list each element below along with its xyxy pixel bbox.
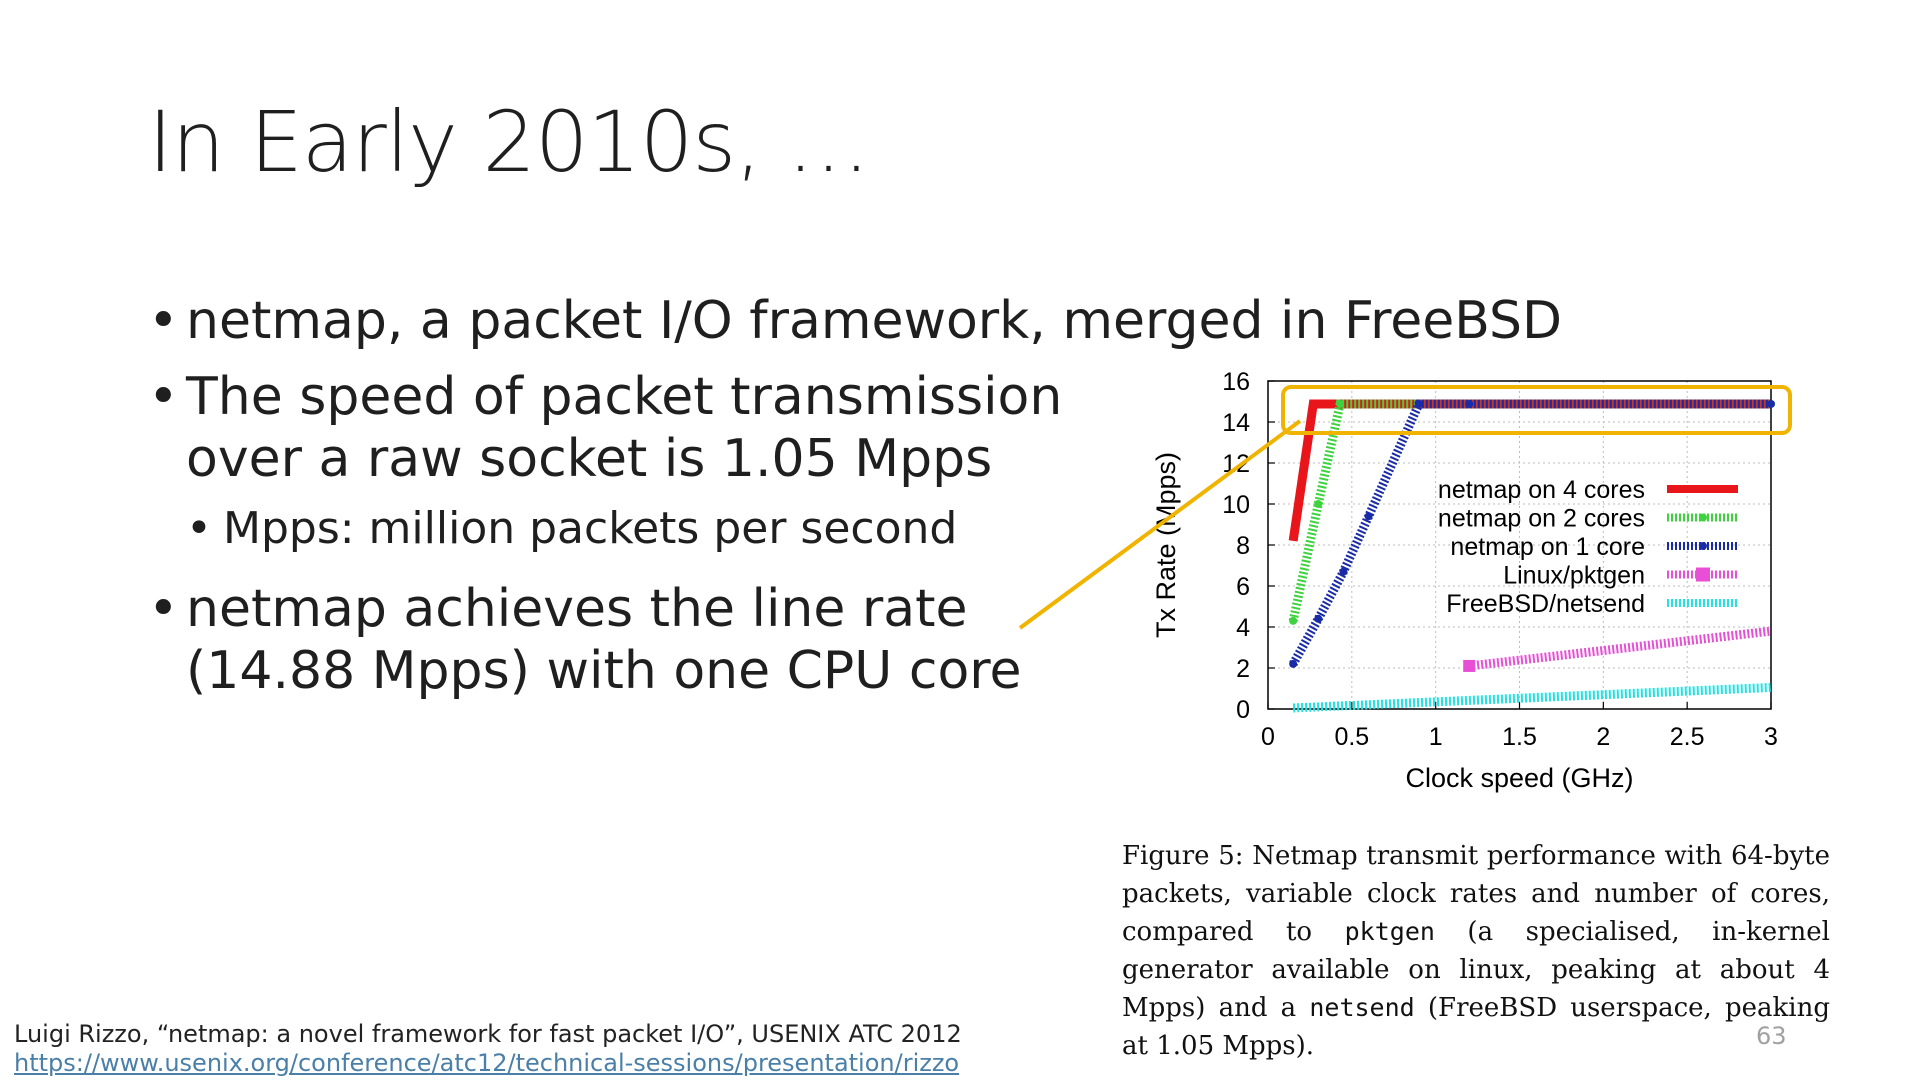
data-point	[1465, 399, 1474, 408]
x-tick-label: 1	[1429, 723, 1443, 751]
x-tick-label: 2	[1596, 723, 1610, 751]
figure-caption: Figure 5: Netmap transmit performance wi…	[1122, 838, 1830, 1065]
bullet-text-line2: (14.88 Mpps) with one CPU core	[186, 641, 1022, 701]
series-netmap-1-core	[1289, 399, 1775, 668]
x-tick-label: 2.5	[1670, 723, 1705, 751]
bullet-text-line1: netmap achieves the line rate	[186, 579, 968, 639]
data-point	[1289, 659, 1298, 668]
highlight-pointer	[1018, 419, 1302, 630]
legend-label: FreeBSD/netsend	[1446, 590, 1645, 618]
data-point	[1314, 500, 1323, 508]
data-point	[1289, 616, 1298, 625]
x-tick-label: 3	[1764, 723, 1778, 751]
legend-label: Linux/pktgen	[1503, 562, 1645, 590]
bullet-text-line1: The speed of packet transmission	[186, 367, 1063, 427]
y-axis-label: Tx Rate (Mpps)	[1151, 452, 1181, 638]
series-linux-pktgen	[1463, 626, 1772, 672]
y-tick-label: 4	[1236, 614, 1250, 642]
sub-bullet-mpps-definition: Mpps: million packets per second	[148, 502, 1148, 556]
data-point	[1339, 567, 1348, 576]
sub-bullet-text: Mpps: million packets per second	[223, 503, 958, 554]
citation: Luigi Rizzo, “netmap: a novel framework …	[14, 1020, 962, 1078]
legend-marker	[1699, 542, 1707, 550]
citation-text: Luigi Rizzo, “netmap: a novel framework …	[14, 1020, 962, 1048]
series-line	[1292, 682, 1772, 713]
legend-marker	[1696, 567, 1710, 582]
data-point	[1767, 399, 1775, 408]
x-axis-label: Clock speed (GHz)	[1405, 763, 1633, 793]
legend-label: netmap on 2 cores	[1438, 505, 1645, 533]
y-tick-label: 2	[1236, 655, 1250, 683]
citation-link[interactable]: https://www.usenix.org/conference/atc12/…	[14, 1049, 960, 1077]
bullet-list: netmap, a packet I/O framework, merged i…	[148, 290, 1562, 702]
data-point	[1364, 512, 1373, 521]
y-tick-label: 16	[1222, 368, 1250, 396]
caption-code-netsend: netsend	[1309, 993, 1415, 1022]
data-point	[1414, 399, 1423, 408]
page-number: 63	[1756, 1022, 1787, 1050]
x-tick-label: 0.5	[1334, 723, 1369, 751]
y-tick-label: 10	[1222, 491, 1250, 519]
bullet-line-rate: netmap achieves the line rate (14.88 Mpp…	[148, 578, 1046, 702]
series-line	[1468, 626, 1772, 671]
legend-label: netmap on 1 core	[1450, 533, 1645, 561]
legend-marker	[1699, 513, 1707, 522]
y-tick-label: 14	[1222, 409, 1250, 437]
data-point	[1314, 614, 1323, 623]
caption-text-3: (FreeBSD userspace, peaking at 1.05 Mpps…	[1122, 993, 1830, 1061]
y-tick-label: 6	[1236, 573, 1250, 601]
series-freebsd-netsend	[1292, 682, 1772, 713]
bullet-text-line2: over a raw socket is 1.05 Mpps	[186, 429, 993, 489]
x-tick-label: 0	[1261, 723, 1275, 751]
caption-text-1: Figure 5: Netmap transmit performance wi…	[1122, 841, 1830, 947]
bullet-raw-socket-speed: The speed of packet transmission over a …	[148, 366, 1086, 490]
highlight-box	[1281, 385, 1792, 435]
legend-label: netmap on 4 cores	[1438, 476, 1645, 504]
data-point	[1336, 399, 1345, 408]
slide-title: In Early 2010s, …	[148, 93, 870, 191]
data-point	[1463, 659, 1476, 672]
caption-text-2: (a specialised, in-kernel generator avai…	[1122, 917, 1830, 1023]
y-tick-label: 0	[1236, 696, 1250, 724]
caption-code-pktgen: pktgen	[1344, 917, 1435, 946]
x-tick-label: 1.5	[1502, 723, 1537, 751]
y-tick-label: 8	[1236, 532, 1250, 560]
